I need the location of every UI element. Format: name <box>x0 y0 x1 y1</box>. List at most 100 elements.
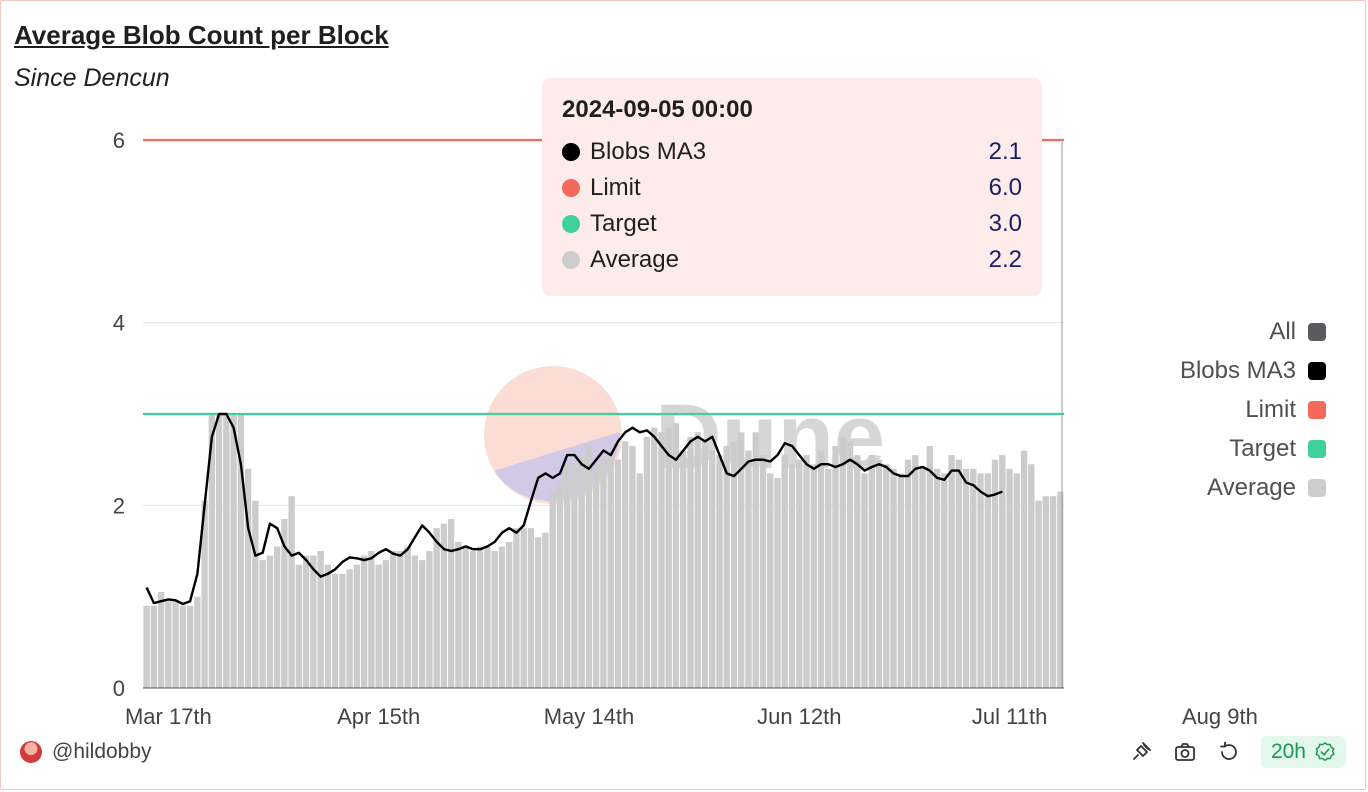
footer-toolbar: 20h <box>1109 736 1346 768</box>
average-bar <box>977 473 984 688</box>
average-bar <box>904 459 912 688</box>
legend-item-average[interactable]: Average <box>1180 468 1326 507</box>
average-bar <box>926 445 933 688</box>
average-bar <box>476 546 484 688</box>
average-bar <box>520 528 527 688</box>
tooltip-label: Average <box>590 246 679 273</box>
average-bar <box>331 573 339 688</box>
average-bar <box>919 468 926 688</box>
refresh-status-badge[interactable]: 20h <box>1260 736 1346 768</box>
legend-label: Blobs MA3 <box>1179 356 1296 384</box>
average-bar <box>186 605 194 688</box>
chart-title[interactable]: Average Blob Count per Block <box>14 20 389 50</box>
average-bar <box>208 414 216 688</box>
average-bar <box>585 445 593 688</box>
embed-icon[interactable] <box>1129 740 1153 764</box>
tooltip-value: 2.2 <box>988 246 1022 273</box>
average-bar <box>745 450 752 688</box>
average-bar <box>716 455 723 688</box>
average-bar <box>600 459 607 688</box>
average-bar <box>223 414 230 688</box>
average-bar <box>890 468 897 688</box>
x-tick-label: Jul 11th <box>972 704 1047 729</box>
average-bar <box>868 455 875 688</box>
x-tick-label: May 14th <box>544 704 635 729</box>
refresh-icon[interactable] <box>1217 740 1241 764</box>
average-bar <box>542 532 549 688</box>
average-bar <box>244 468 252 688</box>
blobs-ma3-line <box>145 412 1003 606</box>
legend-item-target[interactable]: Target <box>1180 429 1326 468</box>
tooltip-row-limit: Limit 6.0 <box>562 170 1022 206</box>
average-bar <box>803 455 810 688</box>
average-bar <box>346 569 353 688</box>
legend-item-limit[interactable]: Limit <box>1180 390 1326 429</box>
hover-tooltip: 2024-09-05 00:00 Blobs MA3 2.1 Limit 6.0… <box>542 78 1042 296</box>
average-bar <box>941 473 948 688</box>
average-bar <box>875 459 883 688</box>
average-bar <box>237 414 245 688</box>
average-bar <box>730 441 738 688</box>
author-link[interactable]: @hildobby <box>20 740 152 764</box>
average-bar <box>1042 496 1049 688</box>
average-bar <box>767 473 774 688</box>
average-bar <box>404 546 411 688</box>
average-bar <box>738 432 745 688</box>
legend-item-blobs-ma3[interactable]: Blobs MA3 <box>1180 351 1326 390</box>
average-bar <box>571 464 578 688</box>
average-bar <box>179 605 187 688</box>
average-bar <box>317 551 324 688</box>
average-bars <box>143 414 1064 688</box>
average-bar <box>781 455 788 688</box>
average-bar <box>513 528 520 688</box>
tooltip-dot-limit <box>562 179 580 197</box>
average-bar <box>622 441 629 688</box>
tooltip-label: Limit <box>590 174 641 201</box>
tooltip-value: 2.1 <box>988 138 1022 165</box>
refresh-age-label: 20h <box>1270 740 1306 763</box>
average-bar <box>788 464 796 688</box>
average-bar <box>701 441 709 688</box>
camera-icon[interactable] <box>1173 740 1197 764</box>
chart-legend: All Blobs MA3 Limit Target Average <box>1180 312 1326 507</box>
average-bar <box>273 546 281 688</box>
average-bar <box>1049 496 1057 688</box>
tooltip-dot-average <box>562 251 580 269</box>
average-bar <box>955 459 962 688</box>
average-bar <box>1020 450 1028 688</box>
average-bar <box>194 596 201 688</box>
tooltip-row-blobs-ma3: Blobs MA3 2.1 <box>562 134 1022 170</box>
average-bar <box>324 564 332 688</box>
average-bar <box>680 450 687 688</box>
y-tick-label: 4 <box>113 311 125 336</box>
average-bar <box>172 601 179 688</box>
average-bar <box>440 523 448 688</box>
average-bar <box>310 555 317 688</box>
author-username: @hildobby <box>52 740 152 763</box>
average-bar <box>505 541 513 688</box>
average-bar <box>897 473 904 688</box>
tooltip-row-average: Average 2.2 <box>562 242 1022 278</box>
average-bar <box>462 546 469 688</box>
y-tick-label: 2 <box>113 493 125 518</box>
average-bar <box>614 459 622 688</box>
average-bar <box>498 546 506 688</box>
average-bar <box>491 551 498 688</box>
legend-swatch <box>1308 400 1326 419</box>
chart-subtitle: Since Dencun <box>14 64 170 92</box>
legend-item-all[interactable]: All <box>1180 312 1326 351</box>
average-bar <box>665 427 672 688</box>
x-tick-label: Mar 17th <box>125 704 212 729</box>
average-bar <box>484 546 491 688</box>
average-bar <box>578 455 585 688</box>
average-bar <box>382 560 390 688</box>
legend-label: Average <box>1207 473 1296 501</box>
average-bar <box>418 560 426 688</box>
average-bar <box>1057 491 1064 688</box>
average-bar <box>999 455 1006 688</box>
average-bar <box>157 592 165 688</box>
average-bar <box>1028 464 1035 688</box>
tooltip-label: Target <box>590 210 657 237</box>
average-bar <box>535 537 542 688</box>
